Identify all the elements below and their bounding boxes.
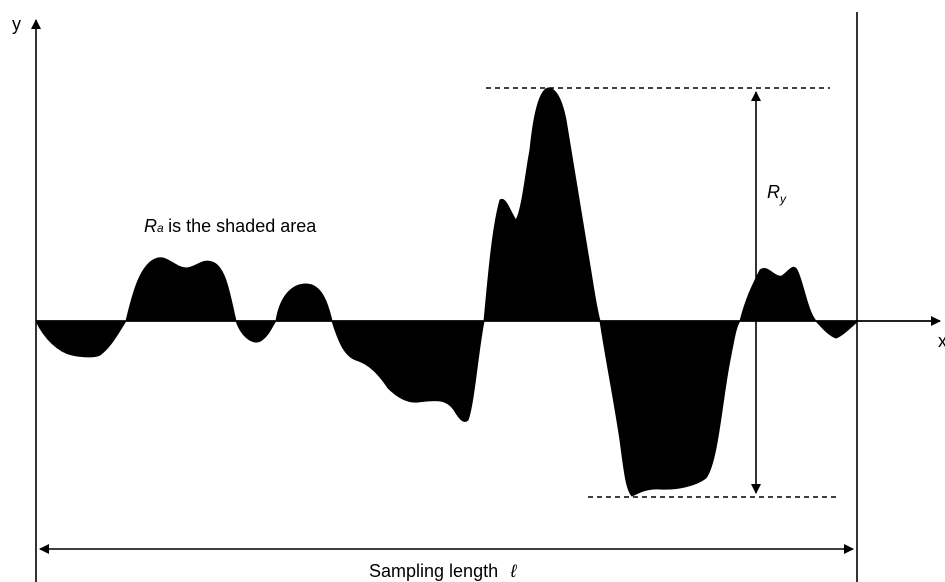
sampling-length-text: Sampling length — [369, 561, 499, 581]
y-axis-label: y — [12, 14, 21, 34]
ra-caption: Ra is the shaded area — [144, 217, 316, 236]
ra-subscript: a — [157, 221, 164, 235]
ry-symbol: R — [767, 182, 780, 202]
sampling-length-caption: Sampling length ℓ — [369, 562, 516, 581]
ry-subscript: y — [780, 192, 786, 206]
ell-symbol: ℓ — [510, 561, 517, 581]
surface-profile — [35, 87, 860, 497]
x-axis-label: x — [938, 331, 945, 351]
ra-symbol: R — [144, 216, 157, 236]
ry-caption: Ry — [767, 182, 786, 205]
ra-text: is the shaded area — [168, 216, 317, 236]
